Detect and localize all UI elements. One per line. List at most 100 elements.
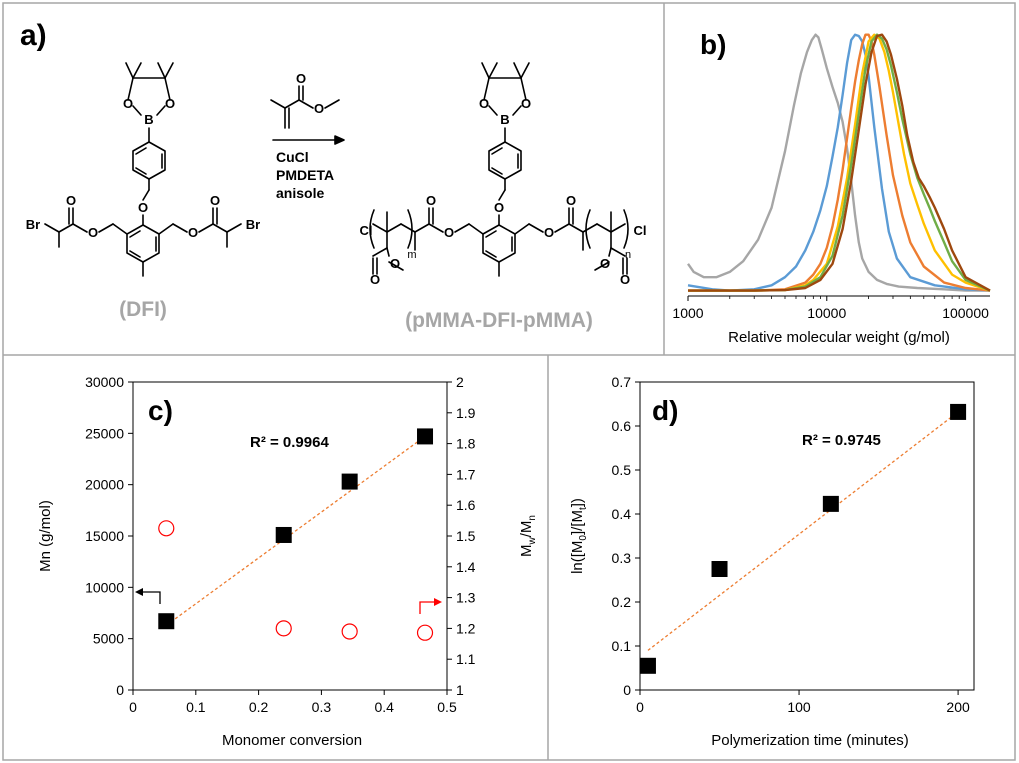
panel-c-dispersity-point [158,520,175,537]
panel-d-label: d) [652,395,678,426]
panel-d-x-tick-label: 0 [636,699,644,715]
panel-c-mn-point [417,428,434,445]
panel-d-y-tick-label: 0.6 [612,418,632,434]
panel-c-y-right-tick-label: 1.4 [456,559,476,575]
panel-c-y-left-tick-label: 25000 [85,425,124,441]
svg-text:O: O [123,96,133,111]
svg-text:O: O [165,96,175,111]
panel-c-y-right-label: Mw/Mn [518,515,538,557]
panel-d: 0 100 200 0 0.1 0.2 0.3 0.4 0.5 0.6 0.7 d) R² = 0.… [569,374,975,749]
panel-c-trendline [165,435,426,626]
svg-text:O: O [544,225,554,240]
panel-b-x-tick-label: 100000 [942,305,989,321]
svg-text:O: O [296,71,306,86]
panel-c-y-right-tick-label: 1.3 [456,590,476,606]
svg-text:Cl: Cl [360,223,373,238]
svg-text:anisole: anisole [276,185,324,201]
panel-c-x-tick-label: 0.2 [249,699,269,715]
panel-d-x-label: Polymerization time (minutes) [711,732,909,749]
panel-a-scheme: a) [20,19,647,332]
panel-c-y-right-tick-label: 1.5 [456,528,476,544]
svg-text:Cl: Cl [634,223,647,238]
panel-c-y-right-tick-label: 1.7 [456,466,476,482]
panel-a-label: a) [20,19,47,52]
panel-c-x-tick-label: 0.3 [312,699,332,715]
svg-text:O: O [444,225,454,240]
svg-text:O: O [370,272,380,287]
svg-text:n: n [625,249,631,261]
panel-d-y-tick-label: 0 [623,682,631,698]
panel-d-y-tick-label: 0.4 [612,506,632,522]
panel-d-y-tick-label: 0.7 [612,374,632,390]
svg-text:m: m [407,249,416,261]
panel-c-mn-point [158,613,175,630]
left-molecule [44,62,242,277]
panel-c-x-tick-label: 0.4 [374,699,394,715]
svg-text:Br: Br [246,217,260,232]
svg-text:O: O [210,193,220,208]
panel-c-mn-point [275,526,292,543]
panel-b-x-ticks: 1000 10000 100000 [672,296,989,321]
panel-d-point [822,495,839,512]
panel-c-mn-point [341,473,358,490]
panel-d-points [639,403,967,674]
panel-d-point [711,561,728,577]
svg-text:O: O [494,200,504,215]
panel-c-y-left-tick-label: 0 [116,682,124,698]
monomer-structure [270,85,340,129]
panel-c-y-right-tick-label: 2 [456,374,464,390]
svg-text:O: O [600,256,610,271]
panel-b-series [687,33,991,292]
svg-text:O: O [88,225,98,240]
svg-text:O: O [138,200,148,215]
svg-text:O: O [314,101,324,116]
panel-c-points [158,428,434,641]
svg-text:O: O [426,193,436,208]
panel-d-point [639,657,656,674]
panel-b: 1000 10000 100000 b) Relative molecular we… [672,29,991,346]
panel-b-series-line [687,33,990,292]
panel-d-trend-line [647,411,959,651]
panel-c-dispersity-point [416,624,434,641]
panel-c-y-left-tick-label: 20000 [85,477,124,493]
panel-b-x-tick-label: 1000 [672,305,703,321]
panel-d-x-tick-label: 200 [946,699,970,715]
svg-text:O: O [521,96,531,111]
right-molecule [369,62,629,277]
panel-c: 0 0.1 0.2 0.3 0.4 0.5 0 5000 10000 15000 20000 2500… [37,374,538,749]
panel-d-y-label: ln([M0]/[Mt]) [569,498,589,574]
svg-text:O: O [66,193,76,208]
panel-c-x-tick-label: 0.1 [186,699,206,715]
panel-c-y-right-tick-label: 1.9 [456,405,476,421]
panel-c-r2: R² = 0.9964 [250,434,329,451]
panel-c-y-right-tick-label: 1.8 [456,436,476,452]
right-axis-arrow [419,598,442,614]
panel-d-y-tick-label: 0.1 [612,638,632,654]
panel-d-r2: R² = 0.9745 [802,432,881,449]
svg-text:Br: Br [26,217,40,232]
svg-text:B: B [144,112,153,127]
panel-b-series-line [688,33,991,292]
svg-text:O: O [479,96,489,111]
panel-c-y-right-tick-label: 1.2 [456,620,476,636]
panel-b-series-line [687,33,991,292]
panel-c-x-label: Monomer conversion [222,732,362,749]
svg-text:B: B [500,112,509,127]
panel-d-ticks: 0 100 200 0 0.1 0.2 0.3 0.4 0.5 0.6 0.7 [612,374,970,715]
svg-text:O: O [566,193,576,208]
panel-c-y-right-tick-label: 1.1 [456,651,476,667]
panel-d-y-tick-label: 0.3 [612,550,632,566]
panel-d-plot-area [639,381,975,691]
panel-c-trend-line [165,435,426,626]
svg-text:CuCl: CuCl [276,149,309,165]
panel-c-y-right-tick-label: 1 [456,682,464,698]
panel-d-point [950,403,967,420]
panel-c-x-tick-label: 0 [129,699,137,715]
left-compound-name: (DFI) [119,298,167,321]
panel-c-y-left-tick-label: 30000 [85,374,124,390]
panel-b-series-line [688,33,991,292]
panel-c-dispersity-point [341,623,358,640]
reagents: CuCl PMDETA anisole [276,149,334,201]
